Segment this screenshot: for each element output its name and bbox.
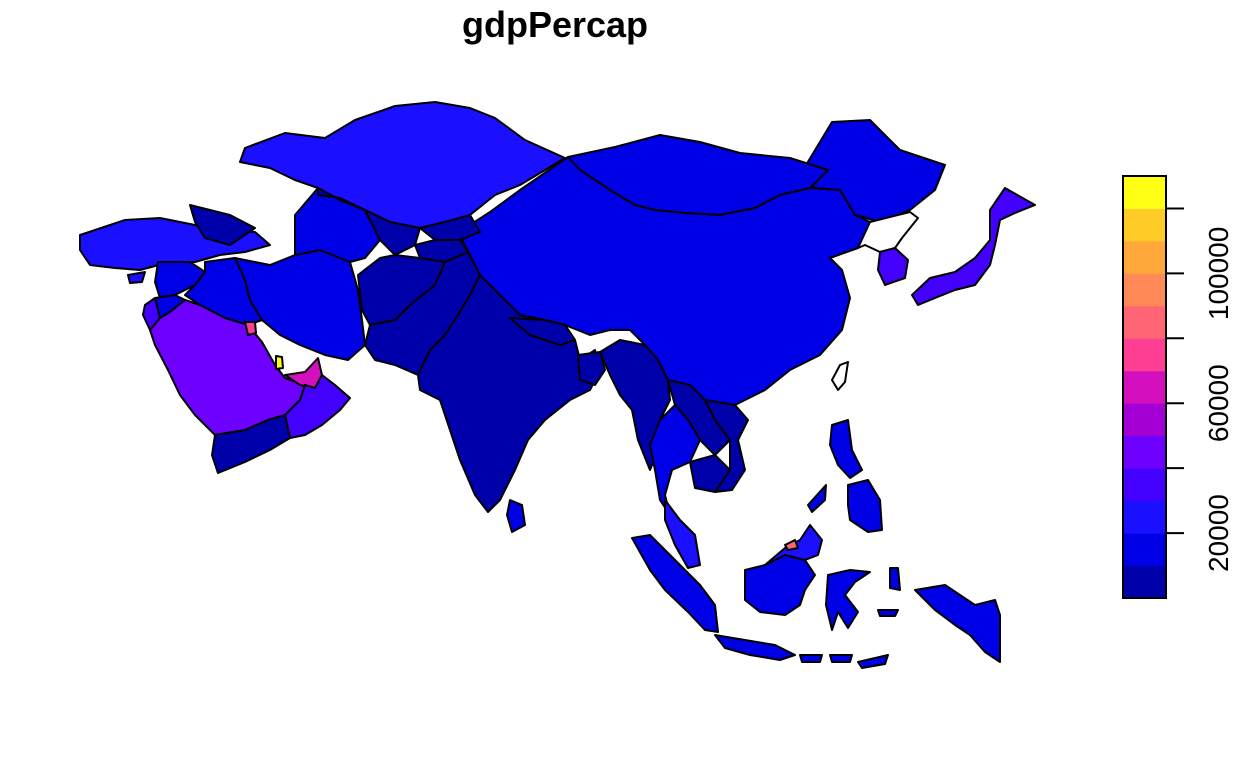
region-vietnam[interactable] bbox=[704, 399, 749, 493]
region-kazakhstan[interactable] bbox=[239, 101, 566, 229]
region-philippines-south[interactable] bbox=[847, 479, 883, 533]
region-philippines-mid[interactable] bbox=[807, 484, 827, 513]
region-sulawesi[interactable] bbox=[825, 569, 871, 631]
legend-swatches bbox=[1123, 176, 1166, 599]
legend-ticks: 20000 60000 100000 bbox=[1166, 207, 1234, 572]
region-philippines-luzon[interactable] bbox=[829, 419, 863, 479]
legend-swatch bbox=[1123, 403, 1166, 437]
region-thailand[interactable] bbox=[649, 404, 701, 516]
legend-tick-label: 100000 bbox=[1203, 227, 1234, 320]
legend-swatch bbox=[1123, 176, 1166, 209]
legend-swatch bbox=[1123, 370, 1166, 404]
region-taiwan[interactable] bbox=[831, 361, 849, 391]
region-uzbekistan[interactable] bbox=[317, 187, 421, 256]
region-lesser-sunda-1[interactable] bbox=[799, 654, 823, 663]
legend-tick-label: 20000 bbox=[1203, 494, 1234, 572]
legend-swatch bbox=[1123, 533, 1166, 567]
region-south-korea[interactable] bbox=[877, 247, 909, 286]
region-bangladesh[interactable] bbox=[577, 351, 606, 386]
region-lesser-sunda-2[interactable] bbox=[829, 654, 853, 663]
region-yemen[interactable] bbox=[211, 414, 291, 474]
region-cyprus[interactable] bbox=[127, 271, 146, 284]
legend-frame bbox=[1122, 175, 1167, 599]
region-japan[interactable] bbox=[911, 187, 1036, 306]
region-moluccas-1[interactable] bbox=[877, 609, 899, 617]
legend-swatch bbox=[1123, 435, 1166, 469]
legend-swatch bbox=[1123, 208, 1166, 242]
region-cambodia[interactable] bbox=[689, 454, 731, 493]
legend-tick-label: 60000 bbox=[1203, 364, 1234, 442]
legend-swatch bbox=[1123, 305, 1166, 339]
region-caucasus[interactable] bbox=[189, 204, 256, 246]
region-qatar[interactable] bbox=[275, 355, 284, 370]
region-sri-lanka[interactable] bbox=[506, 499, 526, 533]
legend-swatch bbox=[1123, 338, 1166, 372]
region-nepal[interactable] bbox=[509, 317, 576, 346]
region-new-guinea[interactable] bbox=[914, 584, 1001, 663]
map-title: gdpPercap bbox=[461, 4, 649, 45]
legend-swatch bbox=[1123, 240, 1166, 274]
region-brunei[interactable] bbox=[784, 539, 799, 551]
countries-layer bbox=[79, 101, 1036, 669]
region-malaysia[interactable] bbox=[664, 499, 701, 569]
legend-swatch bbox=[1123, 500, 1166, 534]
legend-swatch bbox=[1123, 273, 1166, 307]
region-borneo[interactable] bbox=[744, 554, 816, 616]
region-lesser-sunda-3[interactable] bbox=[857, 654, 889, 669]
region-sumatra[interactable] bbox=[631, 534, 719, 633]
legend-swatch bbox=[1123, 565, 1166, 599]
region-moluccas-2[interactable] bbox=[889, 567, 901, 591]
legend-swatch bbox=[1123, 468, 1166, 502]
region-syria[interactable] bbox=[154, 261, 206, 299]
color-legend: 20000 60000 100000 bbox=[1122, 175, 1234, 599]
region-java[interactable] bbox=[714, 634, 796, 661]
region-kuwait[interactable] bbox=[244, 321, 257, 336]
